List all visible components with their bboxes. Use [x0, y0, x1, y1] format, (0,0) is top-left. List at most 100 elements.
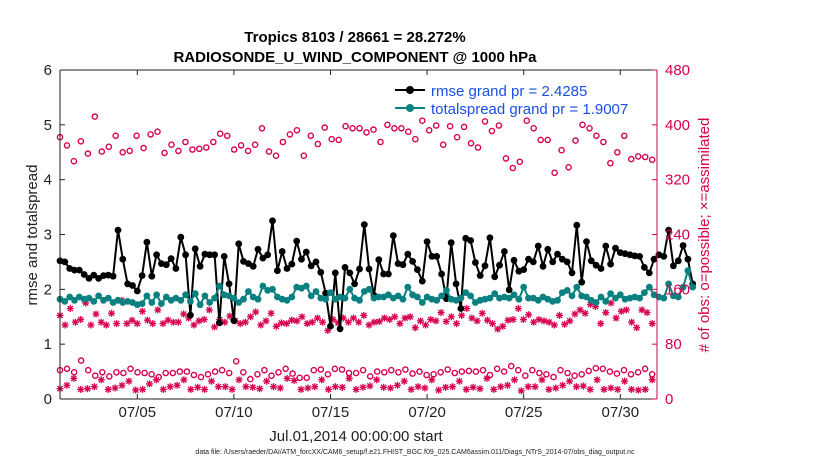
- y-tick-label: 1: [44, 336, 52, 353]
- rmse-point: [211, 251, 219, 259]
- rmse-point: [119, 255, 127, 263]
- obs-assimilated-point: [641, 385, 649, 393]
- totalspread-point: [438, 292, 445, 300]
- obs-assimilated-point: [283, 374, 291, 382]
- rmse-point: [636, 253, 643, 260]
- obs-assimilated-point: [386, 316, 394, 323]
- obs-possible-point: [500, 368, 508, 375]
- obs-assimilated-point: [545, 385, 553, 393]
- rmse-point: [573, 221, 581, 229]
- obs-possible-point: [451, 369, 459, 377]
- obs-assimilated-point: [552, 384, 560, 392]
- obs-possible-point: [543, 370, 550, 378]
- y-axis-right-ticks: 0 80 160 240 320 400 480: [652, 62, 690, 408]
- y-right-tick-label: 400: [665, 117, 690, 134]
- rmse-point: [520, 266, 528, 273]
- obs-assimilated-point: [92, 310, 100, 318]
- rmse-point: [182, 251, 190, 259]
- totalspread-point: [85, 294, 93, 302]
- rmse-point: [360, 221, 368, 229]
- obs-possible-point: [446, 122, 454, 130]
- obs-assimilated-point: [360, 311, 368, 319]
- rmse-point: [418, 277, 426, 285]
- obs-possible-point: [162, 369, 169, 377]
- obs-assimilated-point: [473, 317, 481, 325]
- obs-assimilated-point: [607, 299, 615, 307]
- obs-assimilated-point: [634, 386, 642, 394]
- rmse-point: [452, 280, 460, 288]
- rmse-point: [467, 237, 474, 244]
- obs-possible-point: [585, 367, 593, 375]
- totalspread-point: [177, 296, 185, 304]
- obs-possible-point: [175, 147, 182, 155]
- totalspread-point: [356, 296, 363, 304]
- obs-possible-point: [251, 141, 259, 148]
- totalspread-point: [288, 293, 296, 301]
- rmse-point: [109, 272, 117, 280]
- obs-assimilated-point: [617, 307, 625, 315]
- obs-possible-point: [634, 153, 642, 160]
- obs-assimilated-point: [511, 376, 518, 384]
- obs-assimilated-point: [535, 316, 543, 323]
- obs-assimilated-point: [211, 323, 218, 331]
- obs-assimilated-point: [123, 320, 131, 328]
- rmse-point: [230, 317, 238, 324]
- y-right-tick-label: 320: [665, 172, 690, 189]
- obs-assimilated-point: [63, 381, 71, 389]
- obs-possible-point: [134, 368, 141, 376]
- obs-possible-point: [190, 371, 198, 379]
- obs-possible-point: [105, 143, 113, 151]
- totalspread-point: [158, 300, 165, 307]
- obs-assimilated-point: [365, 321, 373, 329]
- obs-possible-point: [387, 366, 395, 374]
- y-axis-label: rmse and totalspread: [24, 165, 41, 306]
- obs-assimilated-point: [113, 320, 121, 328]
- obs-possible-point: [479, 366, 487, 374]
- totalspread-point: [307, 292, 315, 300]
- totalspread-point: [196, 301, 204, 309]
- obs-possible-point: [366, 373, 374, 380]
- obs-assimilated-point: [359, 383, 367, 391]
- totalspread-point: [211, 294, 219, 302]
- rmse-point: [259, 254, 267, 262]
- obs-assimilated-point: [61, 321, 69, 329]
- obs-possible-point: [472, 368, 480, 375]
- totalspread-point: [138, 300, 146, 307]
- obs-assimilated-point: [350, 314, 357, 322]
- obs-assimilated-point: [352, 385, 360, 393]
- obs-possible-point: [558, 146, 565, 154]
- obs-possible-point: [63, 142, 71, 149]
- rmse-point: [665, 226, 672, 234]
- obs-assimilated-point: [180, 376, 188, 384]
- obs-assimilated-point: [387, 384, 394, 392]
- legend-rmse-label: rmse grand pr = 2.4285: [431, 83, 587, 100]
- obs-possible-point: [98, 148, 106, 155]
- obs-possible-point: [418, 117, 426, 124]
- obs-assimilated-point: [468, 314, 476, 322]
- obs-assimilated-point: [380, 383, 388, 391]
- obs-possible-point: [537, 136, 545, 144]
- obs-assimilated-point: [247, 313, 254, 321]
- rmse-point: [162, 261, 170, 269]
- obs-assimilated-point: [455, 377, 463, 385]
- y-tick-label: 4: [44, 172, 52, 189]
- obs-possible-point: [437, 368, 445, 376]
- obs-possible-point: [493, 365, 501, 373]
- obs-assimilated-point: [530, 318, 538, 326]
- y-tick-label: 6: [44, 62, 52, 79]
- legend-spread-marker: [406, 104, 414, 112]
- totalspread-point: [443, 287, 450, 294]
- obs-possible-point: [279, 138, 287, 146]
- totalspread-point: [510, 291, 518, 299]
- obs-possible-point: [254, 370, 261, 378]
- obs-possible-point: [91, 113, 99, 120]
- obs-possible-point: [300, 152, 308, 159]
- rmse-point: [269, 217, 276, 225]
- totalspread-point: [143, 292, 151, 300]
- obs-assimilated-point: [263, 377, 271, 385]
- y-right-tick-label: 240: [665, 227, 690, 244]
- obs-possible-point: [268, 372, 275, 380]
- rmse-point: [114, 226, 122, 234]
- totalspread-point: [515, 295, 523, 303]
